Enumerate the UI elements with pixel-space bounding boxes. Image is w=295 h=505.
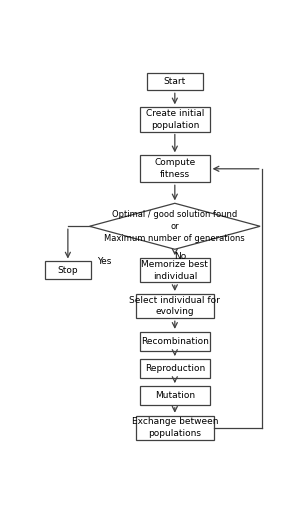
Text: Exchange between
populations: Exchange between populations	[132, 418, 218, 438]
Text: Yes: Yes	[97, 257, 112, 266]
FancyBboxPatch shape	[147, 73, 203, 90]
FancyBboxPatch shape	[140, 258, 210, 282]
Text: Create initial
population: Create initial population	[146, 109, 204, 130]
FancyBboxPatch shape	[136, 294, 214, 318]
Text: Stop: Stop	[58, 266, 78, 275]
FancyBboxPatch shape	[140, 107, 210, 132]
Text: Select individual for
evolving: Select individual for evolving	[130, 296, 220, 317]
FancyBboxPatch shape	[140, 359, 210, 378]
FancyBboxPatch shape	[140, 155, 210, 182]
Text: Start: Start	[164, 77, 186, 86]
Text: Mutation: Mutation	[155, 391, 195, 400]
FancyBboxPatch shape	[140, 332, 210, 350]
FancyBboxPatch shape	[140, 386, 210, 405]
Text: Reproduction: Reproduction	[145, 364, 205, 373]
Polygon shape	[90, 204, 260, 249]
Text: Memorize best
individual: Memorize best individual	[141, 260, 208, 281]
FancyBboxPatch shape	[136, 416, 214, 440]
Text: No: No	[174, 251, 186, 261]
Text: Compute
fitness: Compute fitness	[154, 159, 196, 179]
Text: Recombination: Recombination	[141, 337, 209, 346]
FancyBboxPatch shape	[45, 262, 91, 279]
Text: Optimal / good solution found
or
Maximum number of generations: Optimal / good solution found or Maximum…	[104, 210, 245, 242]
